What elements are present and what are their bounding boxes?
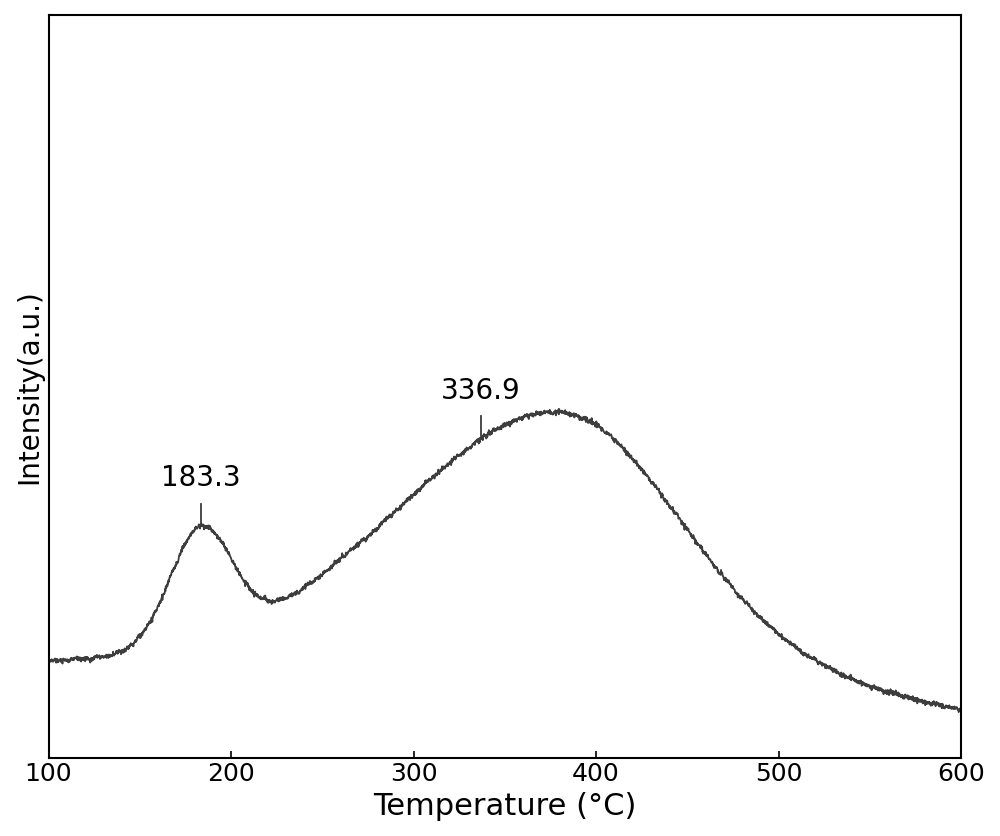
X-axis label: Temperature (°C): Temperature (°C) bbox=[373, 792, 637, 821]
Text: 183.3: 183.3 bbox=[161, 465, 240, 492]
Text: 336.9: 336.9 bbox=[441, 377, 521, 405]
Y-axis label: Intensity(a.u.): Intensity(a.u.) bbox=[15, 289, 43, 484]
